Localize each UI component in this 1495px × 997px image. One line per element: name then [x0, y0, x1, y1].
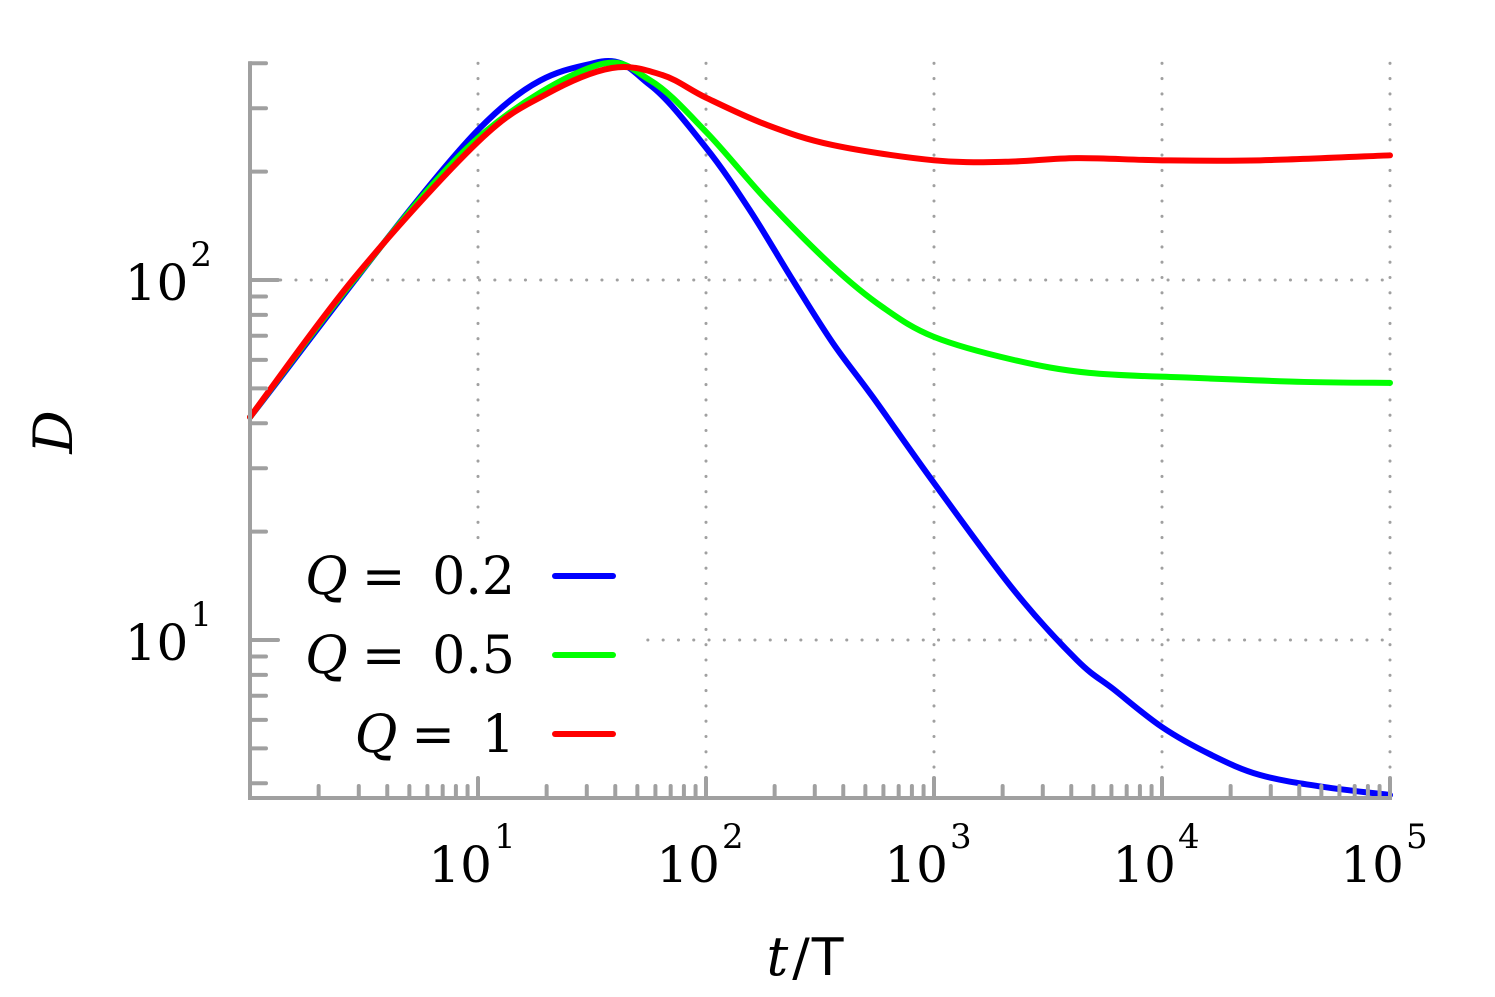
legend-label: Q = 0.5: [305, 626, 515, 686]
legend-box: [256, 540, 646, 790]
data-series: [247, 58, 1393, 799]
legend: Q = 0.2 Q = 0.5 Q = 1: [256, 540, 646, 790]
y-tick-labels: 101 102: [125, 235, 212, 672]
x-tick-label: 101: [428, 817, 515, 894]
y-tick-label: 101: [125, 595, 212, 672]
y-axis-label: D: [22, 410, 85, 454]
series-line-q-0-5: [247, 59, 1393, 421]
x-tick-label: 105: [1340, 817, 1427, 894]
series-line-q-1: [247, 64, 1393, 421]
x-tick-label: 103: [884, 817, 971, 894]
x-axis-label: t/T: [767, 925, 844, 988]
x-tick-label: 102: [656, 817, 743, 894]
legend-label: Q = 0.2: [305, 547, 515, 607]
legend-label: Q = 1: [355, 705, 515, 765]
y-tick-label: 102: [125, 235, 212, 312]
axes: [248, 61, 1392, 801]
x-tick-label: 104: [1112, 817, 1199, 894]
x-tick-labels: 101 102 103 104 105: [428, 817, 1427, 894]
series-line-q-0-2: [247, 58, 1393, 799]
